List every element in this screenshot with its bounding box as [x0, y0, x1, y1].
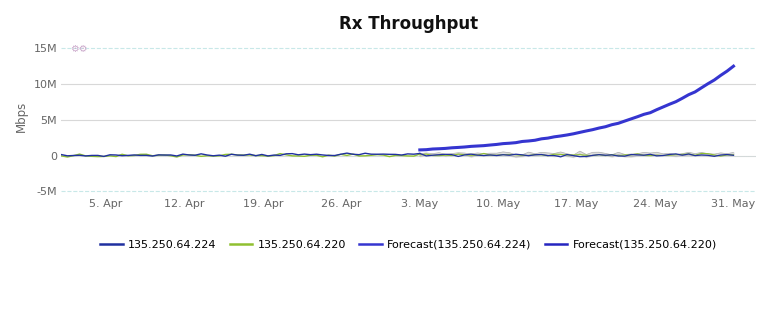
Legend: 135.250.64.224, 135.250.64.220, Forecast(135.250.64.224), Forecast(135.250.64.22: 135.250.64.224, 135.250.64.220, Forecast… — [96, 235, 722, 254]
Title: Rx Throughput: Rx Throughput — [339, 15, 478, 33]
Text: ⚙⚙: ⚙⚙ — [70, 44, 87, 54]
Y-axis label: Mbps: Mbps — [15, 100, 28, 132]
